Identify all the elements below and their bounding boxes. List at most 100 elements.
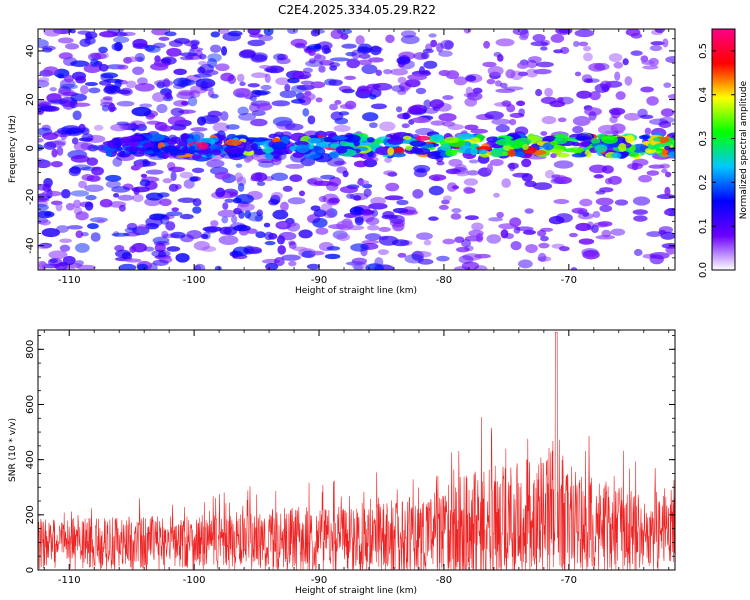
spectrogram-cell [390, 68, 409, 76]
spectrogram-cell [279, 90, 297, 99]
spectrogram-cell [446, 182, 458, 192]
spectrogram-cell [438, 50, 453, 57]
spectrogram-cell [642, 65, 659, 70]
spectrogram-cell [524, 208, 534, 214]
spectrogram-cell [456, 246, 470, 253]
spectrogram-cell [358, 59, 372, 66]
spectrogram-cell [416, 232, 433, 240]
spectrogram-cell [548, 215, 565, 225]
spectrogram-cell [640, 86, 654, 93]
spectrogram-cell [167, 116, 187, 126]
spectrogram-cell [326, 157, 345, 167]
spectrogram-cell [119, 31, 136, 37]
spectrogram-cell [336, 233, 351, 242]
spectrogram-cell [660, 108, 675, 117]
spectrogram-cell [456, 171, 470, 177]
y-tick-label: 0 [25, 567, 36, 573]
spectrogram-cell [423, 239, 432, 246]
spectrogram-cell [59, 83, 78, 90]
spectrogram-cell [512, 29, 529, 36]
spectrogram-band-cell [427, 151, 444, 160]
x-tick-label: -70 [561, 575, 577, 586]
spectrogram-cell [482, 61, 497, 68]
spectrogram-cell [139, 179, 151, 187]
spectrogram-cell [280, 201, 289, 212]
spectrogram-cell [214, 171, 232, 180]
spectrogram-cell [632, 196, 651, 206]
spectrogram-cell [179, 171, 194, 179]
spectrogram-cell [659, 116, 675, 124]
spectrogram-cell [384, 195, 404, 201]
spectrogram-cell [369, 94, 377, 100]
spectrogram-cell [664, 186, 671, 197]
spectrogram-cell [43, 211, 52, 217]
spectrogram-cell [177, 197, 197, 203]
spectrogram-cell [219, 226, 232, 235]
spectrogram-cell [660, 231, 675, 240]
spectrogram-cell [465, 75, 477, 82]
spectrogram-band-cell [249, 137, 267, 142]
spectrogram-cell [383, 69, 392, 75]
spectrogram-cell [615, 91, 626, 100]
spectrogram-cell [129, 120, 146, 129]
spectrogram-cell [593, 222, 609, 228]
spectrogram-band-cell [668, 151, 675, 158]
spectrogram-band-cell [556, 152, 570, 158]
spectrogram-cell [491, 118, 511, 126]
spectrogram-cell [113, 193, 120, 198]
spectrogram-cell [173, 99, 190, 107]
spectrogram-cell [593, 174, 604, 179]
spectrogram-cell [170, 231, 186, 239]
spectrogram-cell [347, 225, 365, 231]
spectrogram-cell [116, 121, 130, 126]
spectrogram-band-cell [628, 152, 640, 158]
spectrogram-cell [264, 241, 276, 246]
spectrogram-cell [125, 80, 137, 89]
spectrogram-cell [391, 85, 405, 92]
y-tick-label: 40 [25, 45, 36, 58]
spectrogram-cell [428, 174, 447, 181]
spectrogram-cell [159, 198, 172, 207]
spectrogram-cell [360, 209, 375, 215]
spectrogram-cell [166, 47, 182, 57]
spectrogram-band-cell [224, 139, 242, 146]
y-tick-label: 400 [25, 450, 36, 469]
spectrogram-cell [400, 35, 420, 45]
spectrogram-cell [377, 249, 389, 256]
spectrogram-cell [38, 79, 50, 88]
y-tick-label: -40 [25, 237, 36, 253]
spectrogram-band-cell [188, 145, 196, 155]
spectrogram-cell [218, 235, 239, 245]
spectrogram-cell [632, 209, 648, 215]
spectrogram-cell [325, 181, 339, 192]
spectrogram-cell [411, 117, 429, 124]
spectrogram-cell [86, 157, 99, 166]
spectrogram-cell [238, 112, 256, 121]
spectrogram-cell [98, 63, 109, 72]
spectrogram-band-cell [169, 149, 187, 156]
spectrogram-cell [430, 39, 438, 48]
spectrogram-band-cell [105, 152, 113, 157]
spectrogram-cell [111, 42, 123, 51]
spectrogram-cell [55, 202, 63, 212]
spectrogram-cell [310, 250, 325, 256]
spectrogram-cell [368, 202, 388, 210]
spectrogram-cell [383, 170, 397, 176]
spectrogram-cell [77, 30, 91, 35]
spectrogram-cell [271, 100, 291, 107]
spectrogram-cell [282, 185, 293, 192]
spectrogram-cell [458, 255, 474, 264]
spectrogram-cell [249, 103, 261, 113]
spectrogram-cell [215, 187, 226, 198]
x-tick-label: -90 [311, 275, 327, 286]
spectrogram-cell [361, 64, 378, 75]
spectrogram-cell [329, 65, 338, 71]
spectrogram-cell [105, 180, 121, 189]
spectrogram-cell [495, 88, 516, 94]
spectrogram-cell [41, 228, 61, 238]
spectrogram-cell [578, 238, 595, 245]
spectrogram-cell [519, 33, 529, 41]
spectrogram-cell [521, 158, 532, 168]
spectrogram-cell [298, 229, 313, 239]
spectrogram-cell [575, 222, 592, 232]
